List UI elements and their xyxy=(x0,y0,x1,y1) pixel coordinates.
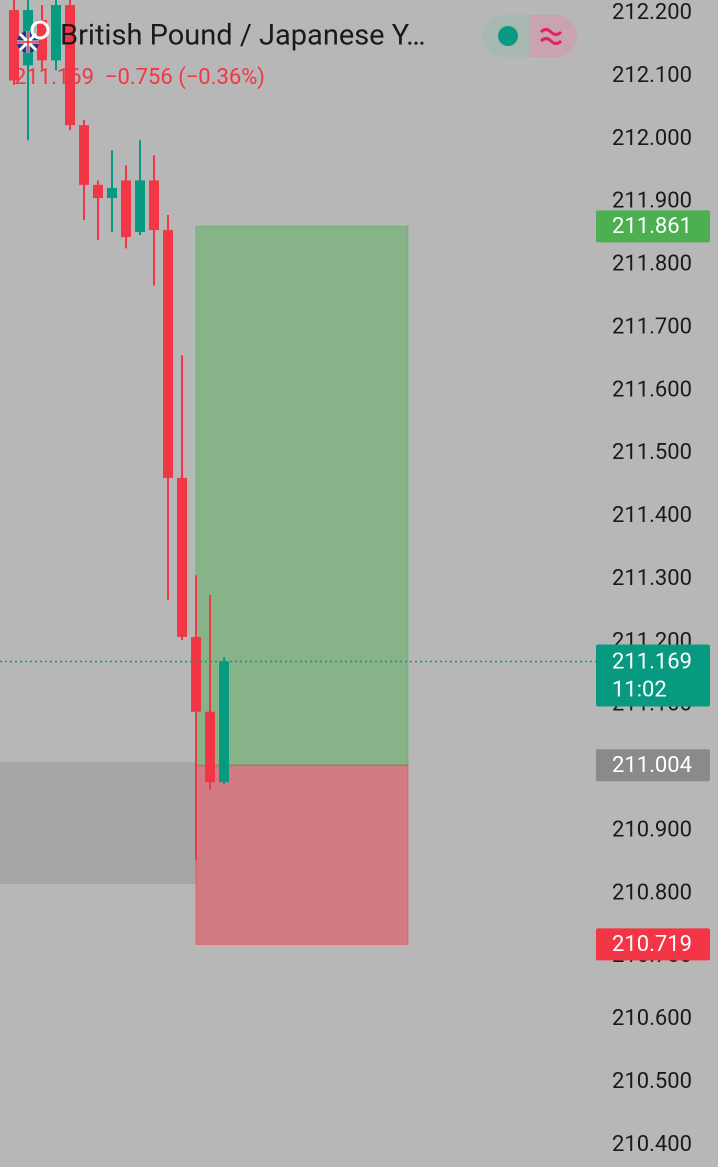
zone xyxy=(0,762,197,884)
y-tick-label: 210.400 xyxy=(612,1132,692,1157)
candle-body xyxy=(219,661,229,783)
loss-zone xyxy=(195,764,409,945)
candle-body xyxy=(107,188,117,199)
y-tick-label: 211.300 xyxy=(612,566,692,591)
loading-icon xyxy=(30,20,50,40)
candle-body xyxy=(149,180,159,231)
y-tick-label: 210.900 xyxy=(612,817,692,842)
approx-icon xyxy=(539,28,563,45)
candle-body xyxy=(163,230,173,478)
header[interactable]: British Pound / Japanese Y… 211.169 −0.7… xyxy=(14,19,426,90)
candle-body xyxy=(205,711,215,783)
last-price-text: 211.169 xyxy=(612,649,692,674)
y-tick-label: 212.200 xyxy=(612,0,692,25)
y-tick-label: 212.000 xyxy=(612,126,692,151)
target-label-text: 211.861 xyxy=(612,214,692,239)
y-tick-label: 211.600 xyxy=(612,377,692,402)
candle-body xyxy=(51,5,61,61)
candle-body xyxy=(177,477,187,637)
candle-body xyxy=(121,180,131,238)
symbol-title: British Pound / Japanese Y… xyxy=(60,19,426,53)
price-axis: 212.200 212.100 212.000 211.900 211.800 211.7… xyxy=(612,0,692,1157)
price-change: 211.169 −0.756 (−0.36%) xyxy=(14,65,265,90)
candle-body xyxy=(191,636,201,712)
candle-body xyxy=(135,180,145,233)
y-tick-label: 211.400 xyxy=(612,503,692,528)
candle-body xyxy=(65,5,75,126)
entry-label-box xyxy=(596,749,710,782)
position-boxes xyxy=(195,225,409,945)
y-tick-label: 211.900 xyxy=(612,189,692,214)
profit-zone xyxy=(195,225,409,766)
price-labels: 211.861 211.004 210.719 211.169 11:02 xyxy=(0,210,710,961)
y-tick-label: 211.500 xyxy=(612,440,692,465)
y-tick-label: 211.800 xyxy=(612,252,692,277)
y-tick-label: 211.700 xyxy=(612,314,692,339)
candle-body xyxy=(37,20,47,61)
candles xyxy=(9,0,229,861)
status-pill[interactable] xyxy=(482,15,577,57)
candle-body xyxy=(9,10,19,81)
y-tick-label: 210.500 xyxy=(612,1069,692,1094)
candle-body xyxy=(93,184,103,199)
stop-label-text: 210.719 xyxy=(612,932,692,957)
y-tick-label: 212.100 xyxy=(612,63,692,88)
countdown-text: 11:02 xyxy=(612,677,667,702)
y-tick-label: 210.600 xyxy=(612,1006,692,1031)
last-price-box xyxy=(596,644,710,707)
stop-label-box xyxy=(596,928,710,961)
candle-body xyxy=(79,125,89,185)
pill-right xyxy=(530,15,577,57)
market-open-dot xyxy=(498,26,518,46)
target-label-box xyxy=(596,210,710,243)
entry-label-text: 211.004 xyxy=(612,753,692,778)
y-tick-label: 210.800 xyxy=(612,880,692,905)
flag-cross-red xyxy=(17,31,39,53)
